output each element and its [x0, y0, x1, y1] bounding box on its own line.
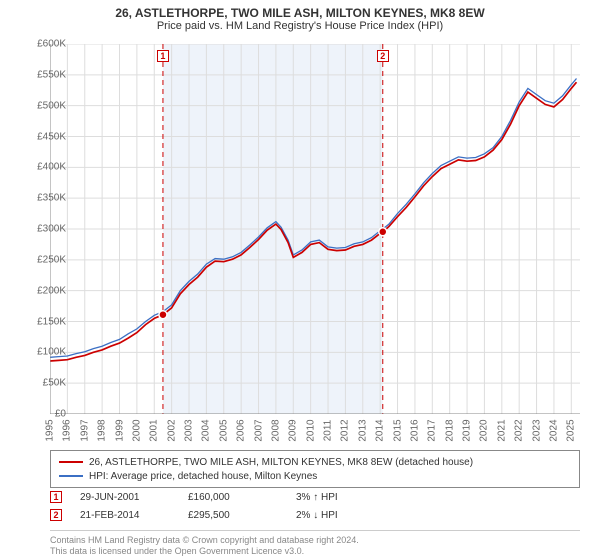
y-tick-label: £150K	[37, 316, 66, 327]
y-tick-label: £450K	[37, 131, 66, 142]
attribution: Contains HM Land Registry data © Crown c…	[50, 530, 580, 557]
x-tick-label: 1997	[79, 419, 90, 441]
x-tick-label: 2011	[323, 420, 334, 442]
event-hpi: 3% ↑ HPI	[296, 492, 386, 503]
x-tick-label: 2022	[514, 419, 525, 441]
x-tick-label: 2012	[340, 419, 351, 441]
x-tick-label: 2014	[375, 419, 386, 441]
legend-text: HPI: Average price, detached house, Milt…	[89, 471, 317, 482]
x-tick-label: 1998	[97, 419, 108, 441]
line-chart-svg	[50, 44, 580, 414]
x-tick-label: 2007	[253, 419, 264, 441]
event-row: 1 29-JUN-2001 £160,000 3% ↑ HPI	[50, 488, 580, 506]
event-price: £160,000	[188, 492, 278, 503]
x-tick-label: 2003	[184, 419, 195, 441]
x-tick-label: 2018	[444, 419, 455, 441]
y-tick-label: £250K	[37, 254, 66, 265]
event-marker-icon: 1	[50, 491, 62, 503]
x-tick-label: 2021	[496, 419, 507, 441]
event-hpi: 2% ↓ HPI	[296, 510, 386, 521]
x-tick-label: 2020	[479, 419, 490, 441]
y-tick-label: £0	[55, 409, 66, 420]
x-tick-label: 1996	[62, 419, 73, 441]
y-tick-label: £350K	[37, 193, 66, 204]
x-tick-label: 2025	[566, 419, 577, 441]
x-tick-label: 2010	[305, 419, 316, 441]
event-price: £295,500	[188, 510, 278, 521]
event-marker-1: 1	[157, 50, 169, 62]
y-tick-label: £200K	[37, 285, 66, 296]
legend-row: 26, ASTLETHORPE, TWO MILE ASH, MILTON KE…	[59, 455, 571, 469]
y-tick-label: £600K	[37, 39, 66, 50]
events-table: 1 29-JUN-2001 £160,000 3% ↑ HPI 2 21-FEB-2014…	[50, 488, 580, 524]
x-tick-label: 2000	[131, 419, 142, 441]
legend-row: HPI: Average price, detached house, Milt…	[59, 469, 571, 483]
y-tick-label: £50K	[43, 378, 66, 389]
x-tick-label: 2016	[409, 419, 420, 441]
x-tick-label: 2004	[201, 419, 212, 441]
attribution-line1: Contains HM Land Registry data © Crown c…	[50, 535, 580, 546]
event-marker-2: 2	[377, 50, 389, 62]
y-tick-label: £400K	[37, 162, 66, 173]
title-line1: 26, ASTLETHORPE, TWO MILE ASH, MILTON KE…	[0, 6, 600, 20]
y-tick-label: £100K	[37, 347, 66, 358]
event-date: 29-JUN-2001	[80, 492, 170, 503]
x-tick-label: 1999	[114, 419, 125, 441]
x-tick-label: 2009	[288, 419, 299, 441]
title-line2: Price paid vs. HM Land Registry's House …	[0, 20, 600, 32]
x-tick-label: 2024	[548, 419, 559, 441]
event-marker-icon: 2	[50, 509, 62, 521]
attribution-line2: This data is licensed under the Open Gov…	[50, 546, 580, 557]
y-tick-label: £550K	[37, 69, 66, 80]
legend-swatch	[59, 475, 83, 477]
x-tick-label: 2001	[149, 419, 160, 441]
legend-swatch	[59, 461, 83, 463]
event-row: 2 21-FEB-2014 £295,500 2% ↓ HPI	[50, 506, 580, 524]
y-tick-label: £500K	[37, 100, 66, 111]
event-date: 21-FEB-2014	[80, 510, 170, 521]
legend: 26, ASTLETHORPE, TWO MILE ASH, MILTON KE…	[50, 450, 580, 488]
x-tick-label: 2002	[166, 419, 177, 441]
x-tick-label: 2015	[392, 419, 403, 441]
x-tick-label: 2023	[531, 419, 542, 441]
chart-title: 26, ASTLETHORPE, TWO MILE ASH, MILTON KE…	[0, 0, 600, 34]
x-tick-label: 2006	[236, 419, 247, 441]
x-tick-label: 2008	[270, 419, 281, 441]
x-tick-label: 2019	[462, 419, 473, 441]
x-tick-label: 1995	[45, 419, 56, 441]
x-tick-label: 2013	[357, 419, 368, 441]
x-tick-label: 2017	[427, 419, 438, 441]
legend-text: 26, ASTLETHORPE, TWO MILE ASH, MILTON KE…	[89, 457, 473, 468]
x-tick-label: 2005	[218, 419, 229, 441]
y-tick-label: £300K	[37, 224, 66, 235]
chart-area	[50, 44, 580, 414]
